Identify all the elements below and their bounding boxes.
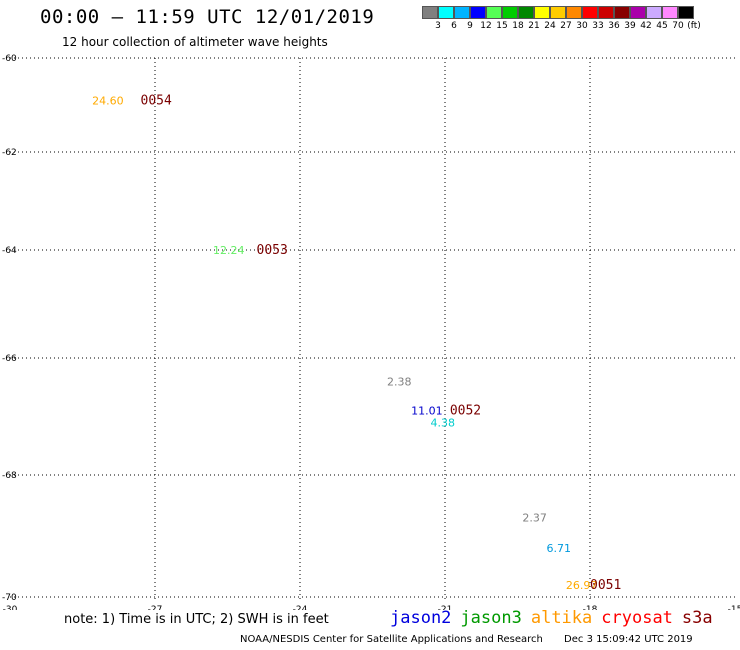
longitude-label: -21 bbox=[438, 605, 453, 610]
wave-height-value: 4.38 bbox=[431, 416, 456, 429]
colorbar-swatch bbox=[518, 6, 534, 19]
colorbar-swatch bbox=[630, 6, 646, 19]
latitude-label: -68 bbox=[2, 471, 17, 481]
colorbar-swatch bbox=[422, 6, 438, 19]
longitude-label: -18 bbox=[583, 605, 598, 610]
note-text: note: 1) Time is in UTC; 2) SWH is in fe… bbox=[64, 612, 329, 627]
latitude-label: -64 bbox=[2, 246, 17, 256]
colorbar-label: 33 bbox=[592, 21, 604, 31]
colorbar-swatch bbox=[502, 6, 518, 19]
colorbar-label: 18 bbox=[512, 21, 524, 31]
wave-height-value: 2.38 bbox=[387, 375, 412, 388]
longitude-label: -27 bbox=[148, 605, 163, 610]
colorbar-swatch bbox=[598, 6, 614, 19]
footer-credit: NOAA/NESDIS Center for Satellite Applica… bbox=[240, 634, 543, 645]
colorbar-swatch bbox=[566, 6, 582, 19]
altimeter-map: -30 -27 -24 -21 -18 -15 -60 -62 -64 -66 -68 -70 24.6… bbox=[2, 54, 740, 610]
colorbar-label: 30 bbox=[576, 21, 588, 31]
footer-timestamp: Dec 3 15:09:42 UTC 2019 bbox=[564, 634, 693, 645]
colorbar-swatch bbox=[486, 6, 502, 19]
map-title: 00:00 – 11:59 UTC 12/01/2019 bbox=[40, 6, 375, 28]
colorbar-swatch bbox=[662, 6, 678, 19]
colorbar-swatch bbox=[646, 6, 662, 19]
wave-height-value: 26.97 bbox=[566, 579, 598, 592]
longitude-label: -30 bbox=[3, 605, 18, 610]
latitude-label: -62 bbox=[2, 148, 17, 158]
pass-time-label: 0053 bbox=[257, 243, 288, 258]
latitude-label: -66 bbox=[2, 354, 17, 364]
colorbar-swatch bbox=[534, 6, 550, 19]
satellite-legend: jason2 jason3 altika cryosat s3a bbox=[390, 608, 722, 628]
wave-height-value: 12.24 bbox=[213, 244, 245, 257]
pass-time-label: 0051 bbox=[590, 578, 621, 593]
colorbar-label: 12 bbox=[480, 21, 492, 31]
colorbar-label: 24 bbox=[544, 21, 556, 31]
longitude-label: -15 bbox=[728, 605, 740, 610]
colorbar-label: 27 bbox=[560, 21, 572, 31]
wave-height-value: 24.60 bbox=[92, 94, 124, 107]
colorbar-label: 3 bbox=[435, 21, 441, 31]
satellite-legend-altika: altika bbox=[530, 608, 593, 628]
colorbar-swatch bbox=[582, 6, 598, 19]
colorbar-label: 45 bbox=[656, 21, 668, 31]
colorbar-label: 15 bbox=[496, 21, 508, 31]
colorbar-label: 21 bbox=[528, 21, 540, 31]
colorbar-unit: (ft) bbox=[687, 21, 701, 31]
longitude-label: -24 bbox=[293, 605, 308, 610]
colorbar-swatch bbox=[550, 6, 566, 19]
colorbar-swatch bbox=[438, 6, 454, 19]
colorbar-labels: 3 6 9 12 15 18 21 24 27 30 33 36 39 42 45 70 (ft) bbox=[422, 21, 740, 33]
colorbar-swatch bbox=[678, 6, 694, 19]
footer: NOAA/NESDIS Center for Satellite Applica… bbox=[240, 634, 693, 645]
satellite-legend-cryosat: cryosat bbox=[601, 608, 673, 628]
latitude-label: -60 bbox=[2, 54, 17, 64]
colorbar-label: 6 bbox=[451, 21, 457, 31]
colorbar-swatch bbox=[614, 6, 630, 19]
colorbar-label: 70 bbox=[672, 21, 684, 31]
colorbar-label: 36 bbox=[608, 21, 620, 31]
satellite-legend-s3a: s3a bbox=[681, 608, 713, 628]
colorbar-label: 42 bbox=[640, 21, 652, 31]
wave-height-value: 2.37 bbox=[522, 512, 547, 525]
wave-height-colorbar bbox=[422, 6, 694, 19]
pass-time-label: 0054 bbox=[141, 93, 172, 108]
wave-height-value: 6.71 bbox=[547, 542, 572, 555]
colorbar-label: 39 bbox=[624, 21, 636, 31]
map-subtitle: 12 hour collection of altimeter wave hei… bbox=[62, 35, 328, 49]
satellite-legend-jason3: jason3 bbox=[460, 608, 522, 628]
latitude-label: -70 bbox=[2, 593, 17, 603]
satellite-legend-jason2: jason2 bbox=[390, 608, 452, 628]
pass-time-label: 0052 bbox=[450, 404, 481, 419]
colorbar-swatch bbox=[470, 6, 486, 19]
colorbar-swatch bbox=[454, 6, 470, 19]
colorbar-label: 9 bbox=[467, 21, 473, 31]
wave-height-value: 11.01 bbox=[411, 405, 443, 418]
